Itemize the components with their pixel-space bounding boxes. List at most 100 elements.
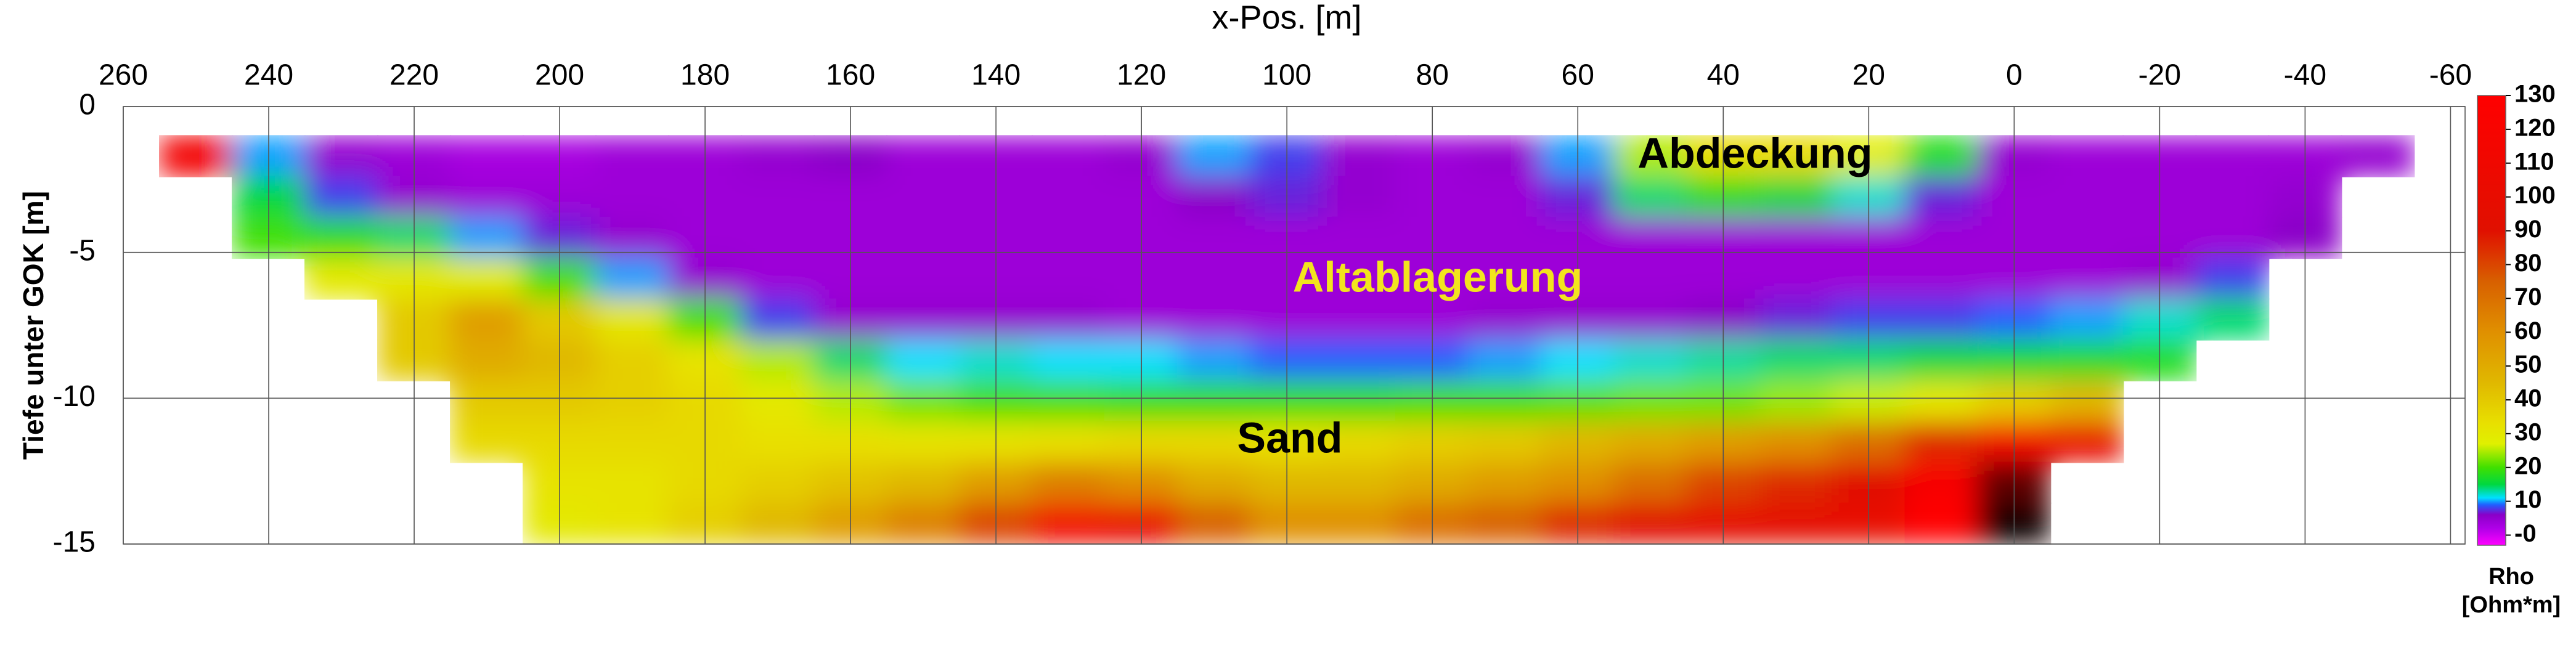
y-tick-label: -10 [53,380,96,413]
heat-cell [1904,176,1979,218]
heat-cell [1468,258,1543,300]
heat-cell [1613,176,1688,218]
heat-cell [886,216,961,259]
heat-cell [1032,176,1106,218]
heat-cell [450,258,524,300]
heat-cell [886,258,961,300]
heat-cell [1323,135,1397,177]
x-axis-title: x-Pos. [m] [1212,0,1361,36]
heat-cell [741,258,815,300]
heat-cell [2050,258,2124,300]
x-tick-label: 180 [680,59,730,92]
heat-cell [595,135,670,177]
colorbar-tick-label: 110 [2514,148,2554,175]
heat-cell [741,339,815,381]
heat-cell [450,135,524,177]
heat-cell [1323,421,1397,463]
x-tick-label: 140 [971,59,1021,92]
heat-cell [1904,135,1979,177]
heat-cell [2341,135,2415,177]
heat-cell [159,135,234,177]
heat-cell [1032,461,1106,504]
heat-cell [1032,421,1106,463]
colorbar [2477,95,2506,546]
colorbar-tick-label: 10 [2514,486,2542,513]
heat-cell [1613,421,1688,463]
colorbar-tick-label: 80 [2514,250,2542,277]
heat-cell [1323,380,1397,423]
heat-cell [886,461,961,504]
annotation: Altablagerung [1293,253,1583,301]
heat-cell [1323,461,1397,504]
colorbar-tick-label: 40 [2514,385,2542,412]
x-tick-label: -60 [2429,59,2472,92]
heat-cell [595,339,670,381]
colorbar-tick-label: -0 [2514,520,2537,547]
heat-cell [1759,258,1833,300]
heat-cell [595,380,670,423]
heat-cell [595,461,670,504]
heat-cell [1177,502,1252,545]
heat-cell [1177,298,1252,341]
colorbar-title: [Ohm*m] [2462,592,2561,618]
heat-cell [1032,216,1106,259]
heat-cell [886,135,961,177]
heat-cell [1904,502,1979,545]
heat-cell [1759,461,1833,504]
heat-cell [450,176,524,218]
heat-cell [886,339,961,381]
heat-cell [450,216,524,259]
heat-cell [450,298,524,341]
heat-cell [2050,380,2124,423]
heat-cell [450,421,524,463]
heat-cell [1759,298,1833,341]
heat-cell [2195,176,2270,218]
axes: 260 240 220 200 180 160 140 120 100 80 60 40 20 0 -20-… [53,59,2472,559]
colorbar-tick-label: 30 [2514,418,2542,445]
annotation: Sand [1237,413,1342,461]
heat-cell [304,135,379,177]
heat-cell [1904,216,1979,259]
heat-cell [2050,216,2124,259]
heat-cell [2050,298,2124,341]
heat-cell [1468,216,1543,259]
heat-cell [1177,461,1252,504]
x-tick-label: 220 [389,59,439,92]
heat-cell [2050,421,2124,463]
heat-cell [741,421,815,463]
heat-cell [1613,339,1688,381]
heat-cell [304,216,379,259]
y-tick-label: -5 [69,234,96,267]
x-tick-label: -40 [2284,59,2326,92]
heat-cell [1613,135,1688,177]
heat-cell [1613,461,1688,504]
heat-cell [1613,298,1688,341]
heat-cell [1613,216,1688,259]
colorbar-tick-label: 20 [2514,452,2542,479]
heat-cell [741,135,815,177]
heat-cell [1759,176,1833,218]
heat-cell [1323,176,1397,218]
x-tick-label: 200 [535,59,584,92]
x-tick-label: 80 [1416,59,1449,92]
heat-cell [2195,258,2270,300]
x-tick-label: 0 [2006,59,2023,92]
heat-cell [1759,421,1833,463]
heat-cell [1759,339,1833,381]
x-tick-label: 260 [99,59,148,92]
heat-cell [1323,216,1397,259]
heat-cell [1177,135,1252,177]
heat-cell [1177,258,1252,300]
heat-cell [1468,461,1543,504]
heat-cell [1468,502,1543,545]
heat-cell [1032,380,1106,423]
heat-cell [1323,298,1397,341]
colorbar-tick-label: 100 [2514,182,2556,209]
heat-cell [1904,339,1979,381]
colorbar-title: Rho [2488,564,2534,590]
heat-cell [1904,258,1979,300]
y-tick-label: -15 [53,526,96,559]
colorbar-tick-label: 90 [2514,216,2542,243]
